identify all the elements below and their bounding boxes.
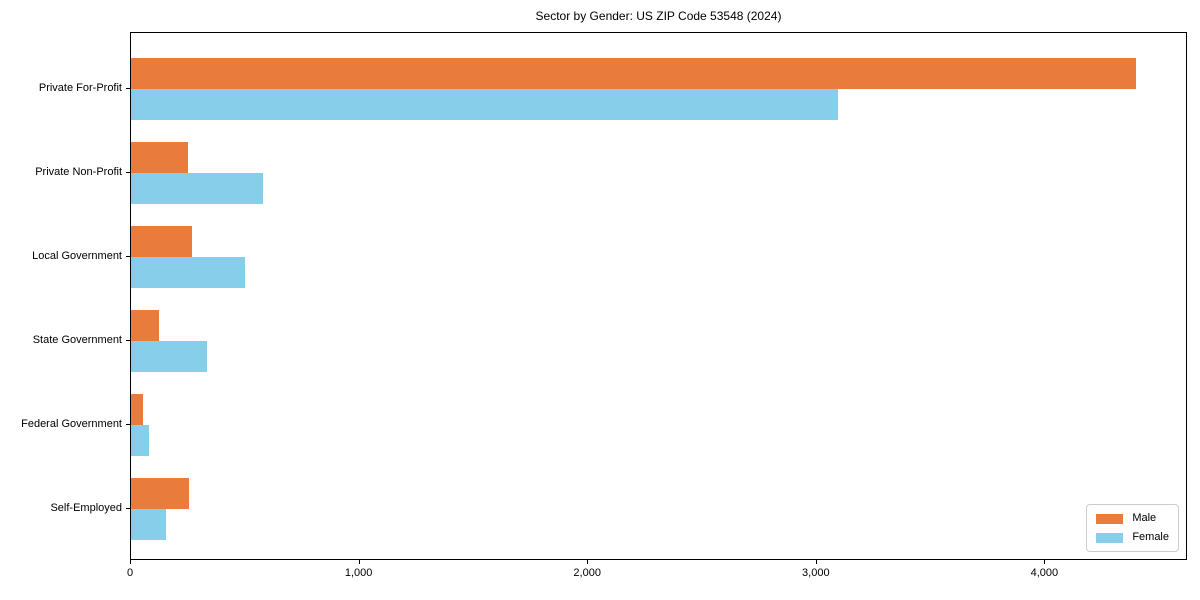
legend-entry-male: Male [1096, 512, 1169, 525]
bar-female-local-government [131, 257, 246, 288]
bar-male-private-non-profit [131, 142, 188, 173]
bar-female-self-employed [131, 509, 167, 540]
x-tick-label: 4,000 [1030, 567, 1059, 579]
legend: Male Female [1086, 504, 1179, 552]
male-swatch-icon [1096, 513, 1124, 524]
bars-layer [131, 33, 1186, 559]
bar-female-federal-government [131, 425, 149, 456]
legend-label-male: Male [1132, 512, 1157, 524]
chart-title: Sector by Gender: US ZIP Code 53548 (202… [535, 9, 782, 23]
bar-female-private-non-profit [131, 173, 263, 204]
x-tick-label: 2,000 [573, 567, 601, 579]
y-tick-label-self-employed: Self-Employed [50, 502, 122, 514]
legend-label-female: Female [1132, 531, 1169, 543]
plot-area: Male Female [130, 32, 1187, 560]
bar-male-local-government [131, 226, 192, 257]
x-tick-label: 3,000 [802, 567, 830, 579]
bar-male-self-employed [131, 478, 189, 509]
x-tick-mark [358, 560, 360, 564]
x-tick-mark [130, 560, 131, 564]
x-tick-mark [815, 560, 817, 564]
female-swatch-icon [1096, 532, 1124, 543]
y-tick-label-private-non-profit: Private Non-Profit [35, 166, 122, 178]
x-tick-mark [587, 560, 589, 564]
x-tick-label: 1,000 [344, 567, 373, 579]
y-tick-label-federal-government: Federal Government [21, 418, 122, 430]
y-tick-label-state-government: State Government [32, 334, 122, 346]
x-tick-mark [1044, 560, 1046, 564]
bar-male-federal-government [131, 394, 143, 425]
bar-male-state-government [131, 310, 159, 341]
y-tick-label-private-for-profit: Private For-Profit [38, 82, 122, 94]
x-tick-label: 0 [126, 567, 134, 579]
y-tick-label-local-government: Local Government [32, 250, 122, 262]
bar-female-private-for-profit [131, 89, 839, 120]
legend-entry-female: Female [1096, 531, 1169, 544]
bar-male-private-for-profit [131, 58, 1136, 89]
bar-female-state-government [131, 341, 207, 372]
